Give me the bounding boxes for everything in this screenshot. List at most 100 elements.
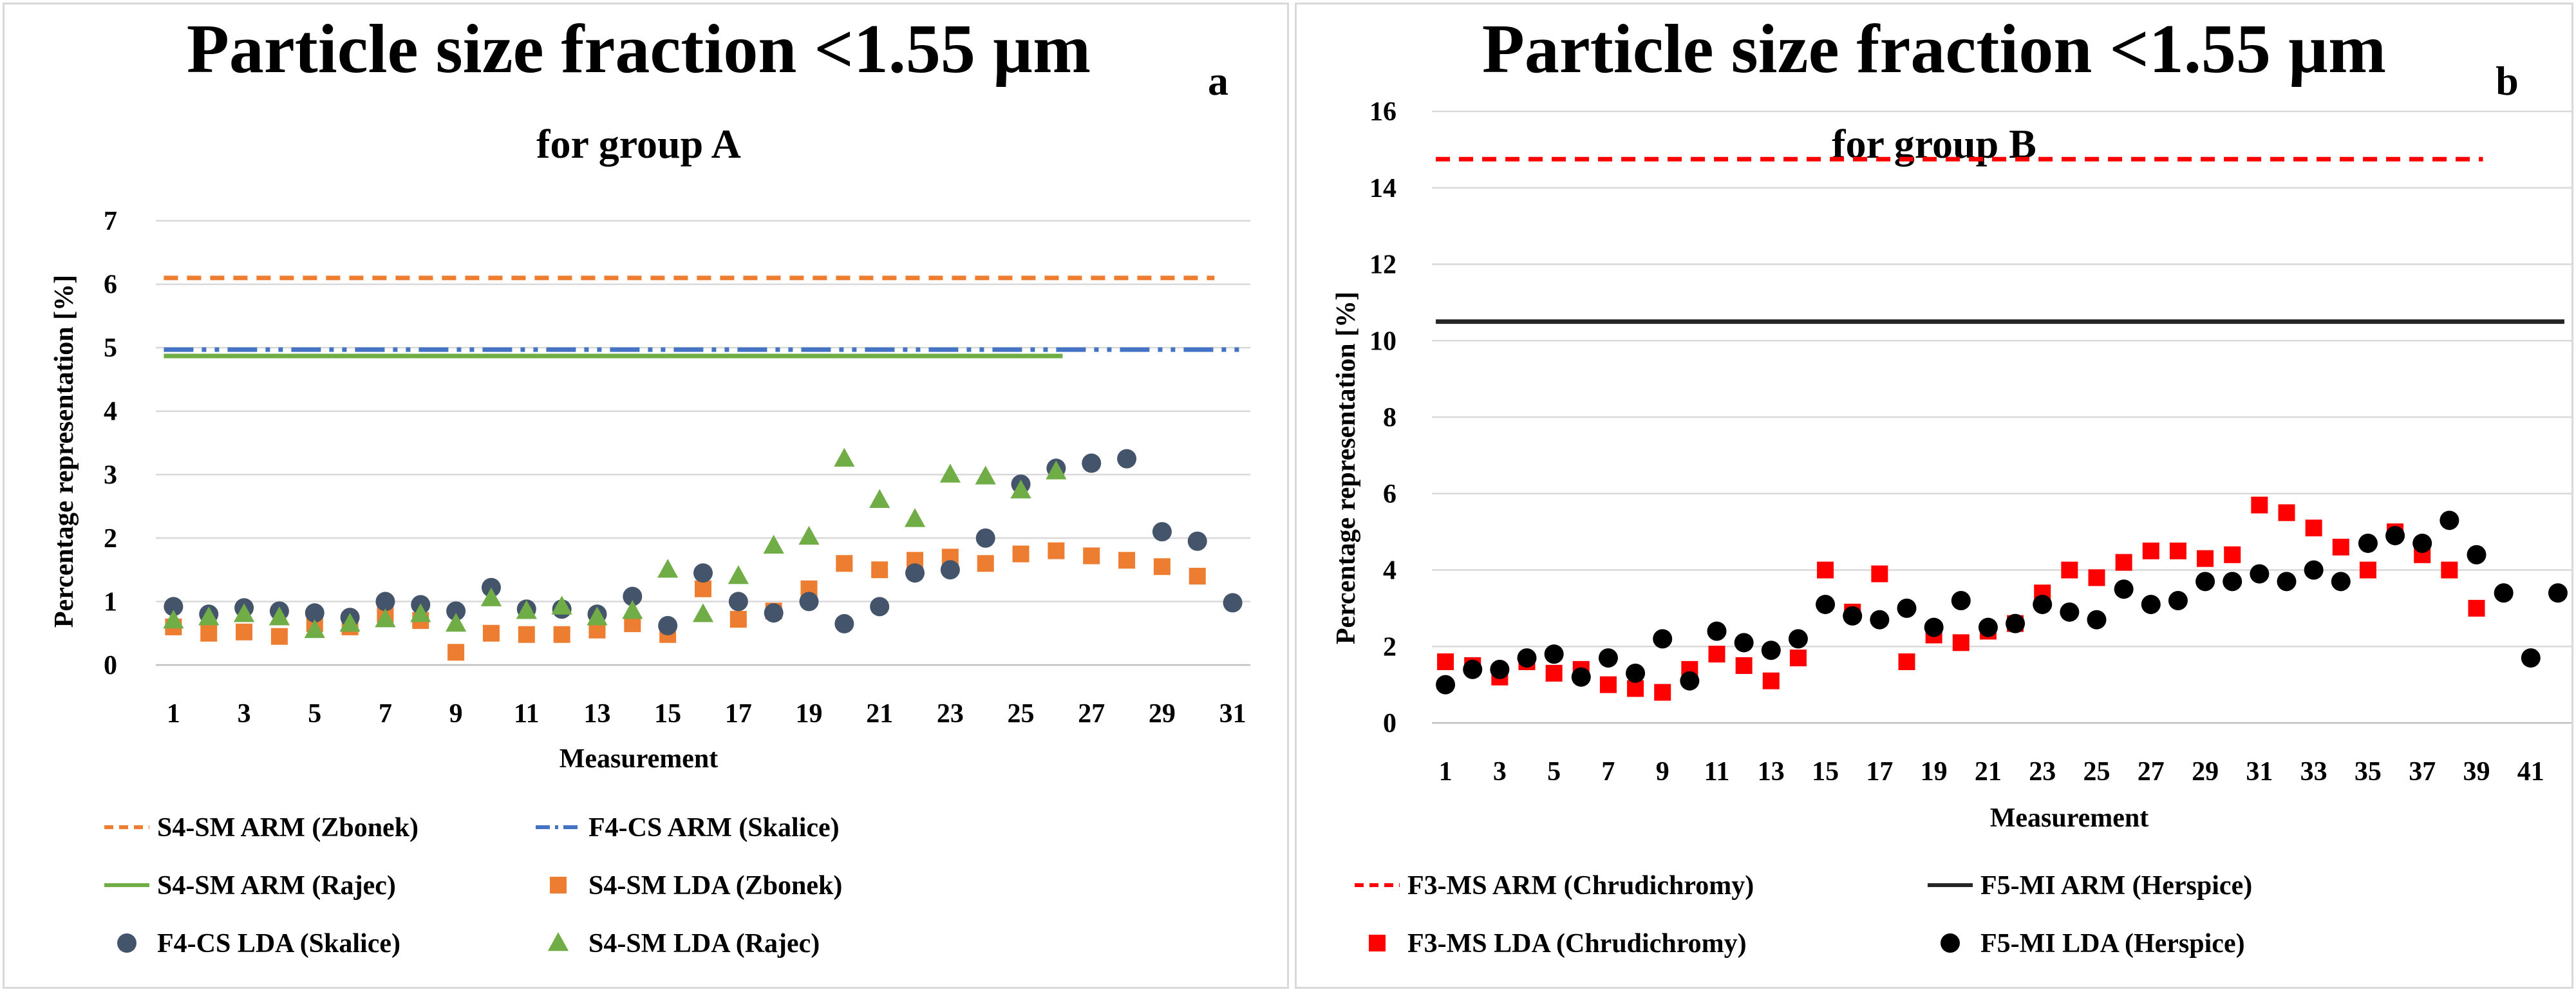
chart-a-x-tick-label: 29: [1149, 699, 1176, 729]
chart-a-point-2-2: [233, 603, 255, 622]
chart-b-point-1-0: [1436, 675, 1456, 695]
chart-a-legend-label-1: F4-CS ARM (Skalice): [588, 813, 840, 843]
chart-b-point-1-33: [2331, 572, 2351, 592]
chart-b-legend-label-3: F5-MI LDA (Herspice): [1980, 929, 2245, 959]
chart-b-point-0-34: [2359, 561, 2376, 579]
chart-b-point-0-19: [1952, 634, 1970, 651]
chart-a-x-tick-label: 19: [796, 699, 823, 729]
chart-b-x-tick-label: 39: [2463, 757, 2490, 787]
chart-a-point-1-8: [446, 601, 466, 621]
chart-b-point-0-16: [1871, 565, 1888, 583]
chart-a-y-tick-label: 4: [104, 397, 117, 427]
chart-b-x-tick-label: 21: [1975, 757, 2002, 787]
chart-b-point-0-27: [2169, 542, 2186, 559]
chart-a-point-0-9: [482, 624, 500, 642]
chart-a-y-tick-label: 3: [104, 460, 117, 490]
chart-a-point-0-28: [1153, 558, 1170, 576]
chart-b-point-1-9: [1680, 671, 1700, 691]
chart-a-point-2-10: [516, 600, 537, 619]
chart-a-point-2-19: [834, 447, 855, 467]
chart-a-point-0-29: [1189, 568, 1206, 585]
chart-b-point-0-17: [1898, 653, 1915, 670]
chart-a-point-2-24: [1010, 480, 1031, 499]
chart-a-point-0-19: [836, 555, 853, 572]
chart-a-panel-letter: a: [1208, 58, 1228, 104]
chart-b-x-tick-label: 19: [1921, 757, 1948, 787]
chart-a-point-1-23: [975, 528, 995, 548]
chart-b-point-1-30: [2250, 564, 2270, 584]
chart-b-point-0-32: [2305, 519, 2322, 537]
chart-b-y-tick-label: 0: [1383, 709, 1396, 738]
chart-b-point-0-10: [1708, 646, 1725, 663]
chart-b-point-1-40: [2521, 648, 2541, 668]
chart-a-point-1-19: [834, 613, 854, 633]
chart-a-point-0-2: [236, 623, 253, 641]
chart-b-legend-label-1: F5-MI ARM (Herspice): [1980, 871, 2252, 901]
chart-a-x-axis-label: Measurement: [559, 744, 718, 774]
chart-b-point-1-29: [2223, 572, 2242, 592]
chart-b-legend-label-0: F3-MS ARM (Chrudichromy): [1407, 871, 1754, 901]
chart-a-point-2-17: [763, 534, 784, 554]
chart-a-legend-label-4: F4-CS LDA (Skalice): [157, 929, 400, 959]
chart-b-point-1-15: [1843, 606, 1863, 626]
chart-b-point-0-24: [2088, 569, 2105, 586]
chart-a-point-2-4: [304, 619, 325, 639]
chart-a-point-2-6: [375, 608, 396, 628]
chart-a-point-1-14: [658, 615, 678, 635]
chart-b-x-tick-label: 27: [2138, 757, 2165, 787]
chart-b-point-1-2: [1490, 659, 1510, 679]
chart-b-point-1-38: [2467, 545, 2487, 565]
chart-b-point-1-6: [1598, 648, 1618, 668]
chart-b-x-tick-label: 5: [1547, 757, 1561, 787]
chart-a-point-2-13: [622, 600, 643, 619]
chart-panel-b: Particle size fraction <1.55 µm for grou…: [1295, 3, 2573, 989]
chart-a-x-tick-label: 25: [1008, 699, 1035, 729]
chart-b-point-0-6: [1599, 676, 1617, 693]
chart-b-legend-swatch-2: [1369, 935, 1386, 951]
chart-a-subtitle: for group A: [536, 121, 741, 167]
chart-b-point-1-10: [1707, 621, 1727, 641]
chart-b-point-1-11: [1734, 633, 1754, 653]
chart-a-point-2-14: [657, 559, 679, 578]
chart-a-point-0-11: [553, 626, 570, 643]
chart-a-legend-label-3: S4-SM LDA (Zbonek): [588, 871, 842, 901]
chart-b-legend-label-2: F3-MS LDA (Chrudichromy): [1407, 929, 1747, 959]
chart-a-point-2-3: [268, 606, 290, 626]
chart-b-point-1-35: [2385, 526, 2405, 546]
chart-b-point-0-0: [1437, 653, 1454, 670]
chart-b-y-axis-label: Percentage representation [%]: [1331, 292, 1361, 644]
chart-a-point-1-16: [728, 592, 748, 612]
chart-b-point-0-23: [2061, 561, 2078, 579]
chart-a-x-tick-label: 23: [937, 699, 964, 729]
chart-a-point-1-26: [1082, 453, 1102, 473]
chart-b-point-1-7: [1626, 663, 1646, 683]
chart-a-x-tick-label: 15: [654, 699, 681, 729]
chart-a-point-0-27: [1118, 552, 1136, 569]
chart-a-y-axis-label: Percentage representation [%]: [50, 275, 79, 628]
chart-b-point-1-3: [1517, 648, 1537, 668]
chart-a-point-1-6: [375, 592, 395, 612]
chart-b-title: Particle size fraction <1.55 µm: [1482, 11, 2386, 88]
chart-a-point-0-20: [871, 561, 888, 579]
chart-a-legend-label-0: S4-SM ARM (Zbonek): [157, 813, 418, 843]
chart-b-point-1-39: [2494, 583, 2514, 603]
chart-a-legend-swatch-4: [117, 933, 136, 953]
chart-b-point-1-8: [1653, 629, 1673, 649]
chart-b-x-tick-label: 35: [2355, 757, 2382, 787]
chart-b-point-1-36: [2412, 533, 2432, 553]
chart-a-point-0-16: [729, 611, 747, 628]
chart-b-y-tick-label: 10: [1369, 326, 1396, 356]
chart-a-x-tick-label: 7: [379, 699, 392, 729]
chart-a-point-1-22: [940, 560, 960, 580]
chart-a-point-2-15: [692, 603, 714, 622]
chart-a-x-tick-label: 1: [167, 699, 180, 729]
chart-a-point-0-23: [977, 555, 994, 572]
chart-b-y-tick-label: 6: [1383, 480, 1396, 509]
chart-b-point-1-28: [2195, 572, 2215, 592]
chart-a-point-2-0: [163, 610, 184, 629]
chart-b-point-1-16: [1870, 610, 1890, 630]
chart-b-point-1-18: [1924, 617, 1944, 637]
chart-a-point-1-28: [1152, 522, 1172, 541]
chart-b-point-0-12: [1762, 672, 1780, 689]
chart-a-legend-label-5: S4-SM LDA (Rajec): [588, 929, 820, 959]
